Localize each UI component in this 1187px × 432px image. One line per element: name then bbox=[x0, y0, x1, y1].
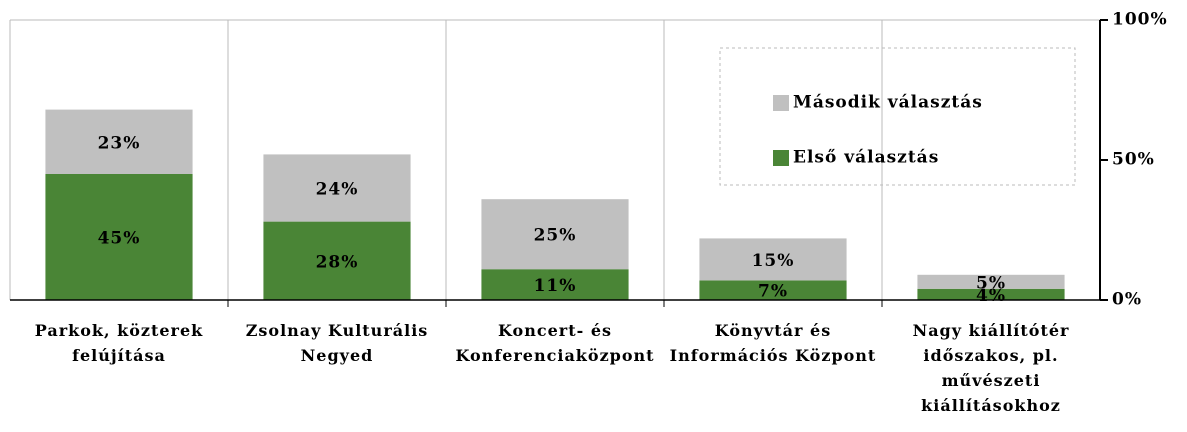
bar-segment bbox=[699, 280, 847, 300]
bar-segment bbox=[263, 221, 411, 300]
data-label: 5% bbox=[976, 273, 1006, 293]
y-tick-label: 50% bbox=[1112, 150, 1155, 170]
legend-label: Első választás bbox=[793, 148, 939, 168]
x-tick-label: Zsolnay Kulturális Negyed bbox=[245, 321, 429, 365]
y-tick-label: 0% bbox=[1112, 290, 1142, 310]
bar-segment bbox=[917, 274, 1065, 289]
legend-swatch bbox=[773, 95, 789, 111]
x-tick-label: Koncert- és Konferenciaközpont bbox=[455, 321, 655, 365]
legend-label: Második választás bbox=[793, 93, 983, 113]
bar-segment bbox=[263, 154, 411, 222]
legend-swatch bbox=[773, 150, 789, 166]
data-label: 4% bbox=[976, 286, 1006, 306]
bar-segment bbox=[45, 174, 193, 300]
data-label: 7% bbox=[758, 282, 788, 302]
bar-segment bbox=[699, 238, 847, 281]
x-tick-label: Könyvtár és Információs Központ bbox=[669, 321, 877, 365]
data-label: 15% bbox=[752, 251, 795, 271]
bar-segment bbox=[481, 199, 629, 270]
y-tick-label: 100% bbox=[1112, 10, 1168, 30]
data-label: 24% bbox=[316, 180, 359, 200]
x-tick-label: Parkok, közterek felújítása bbox=[34, 321, 204, 365]
data-label: 28% bbox=[316, 252, 359, 272]
data-label: 23% bbox=[98, 133, 141, 153]
x-tick-label: Nagy kiállítótér időszakos, pl. művészet… bbox=[912, 321, 1070, 415]
data-label: 25% bbox=[534, 226, 577, 246]
bar-segment bbox=[45, 109, 193, 174]
bar-segment bbox=[481, 269, 629, 300]
bar-segment bbox=[917, 288, 1065, 300]
data-label: 11% bbox=[534, 276, 577, 296]
data-label: 45% bbox=[98, 229, 141, 249]
